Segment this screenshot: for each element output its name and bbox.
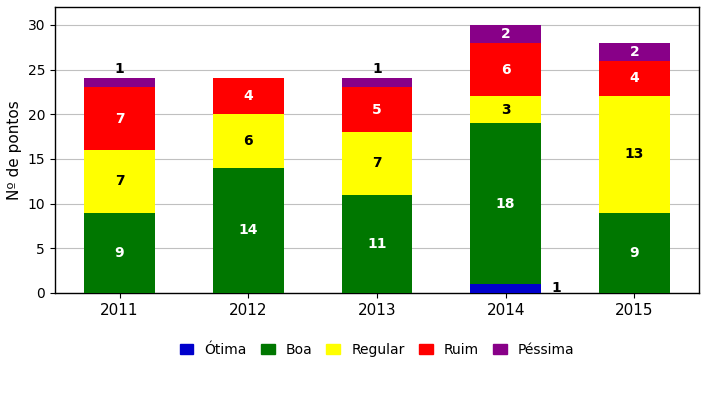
Text: 13: 13 (625, 147, 644, 161)
Text: 18: 18 (496, 197, 515, 210)
Text: 9: 9 (114, 246, 124, 260)
Text: 7: 7 (114, 174, 124, 188)
Text: 1: 1 (551, 281, 561, 295)
Bar (84, 150, 155, 212)
Bar (599, 96, 670, 212)
Bar (342, 88, 412, 132)
Text: 4: 4 (630, 71, 639, 85)
Text: 6: 6 (244, 134, 253, 148)
Bar (84, 78, 155, 88)
Bar (599, 212, 670, 293)
Bar (470, 25, 541, 43)
Text: 2: 2 (630, 45, 639, 59)
Bar (84, 212, 155, 293)
Bar (213, 114, 284, 168)
Bar (342, 132, 412, 195)
Bar (470, 43, 541, 96)
Bar (342, 78, 412, 88)
Text: 7: 7 (372, 156, 382, 171)
Bar (599, 43, 670, 61)
Y-axis label: Nº de pontos: Nº de pontos (7, 100, 22, 200)
Bar (470, 284, 541, 293)
Text: 14: 14 (239, 223, 258, 237)
Text: 1: 1 (372, 62, 382, 76)
Bar (213, 168, 284, 293)
Text: 5: 5 (372, 103, 382, 117)
Bar (213, 78, 284, 114)
Bar (84, 88, 155, 150)
Text: 11: 11 (367, 237, 387, 251)
Text: 2: 2 (501, 27, 510, 41)
Text: 6: 6 (501, 63, 510, 76)
Bar (599, 61, 670, 96)
Legend: Ótima, Boa, Regular, Ruim, Péssima: Ótima, Boa, Regular, Ruim, Péssima (174, 337, 580, 362)
Text: 9: 9 (630, 246, 639, 260)
Bar (342, 195, 412, 293)
Text: 7: 7 (114, 112, 124, 126)
Text: 3: 3 (501, 103, 510, 117)
Text: 4: 4 (244, 89, 253, 103)
Bar (470, 96, 541, 123)
Bar (470, 123, 541, 284)
Text: 1: 1 (114, 62, 124, 76)
